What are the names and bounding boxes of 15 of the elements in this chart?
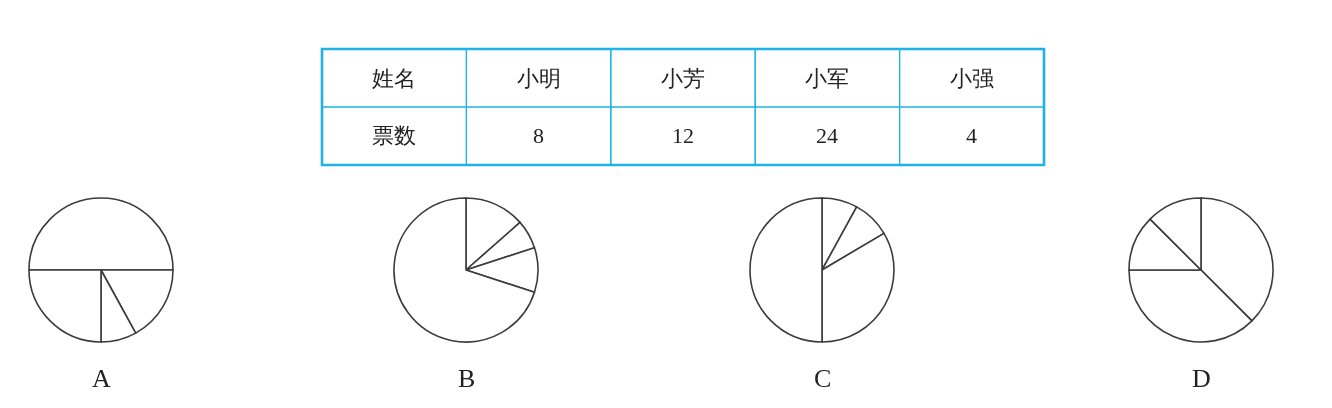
category-label: 小明 [517, 66, 561, 91]
data-label: 12 [672, 123, 694, 148]
pie-slice [393, 197, 536, 343]
text: C [814, 364, 832, 393]
text: 票数 [372, 123, 416, 148]
text: 姓名 [372, 66, 416, 91]
category-label: 小芳 [661, 66, 705, 91]
category-label: 小军 [805, 66, 849, 91]
text: D [1192, 364, 1211, 393]
category-label: 小强 [950, 66, 994, 91]
data-label: 4 [966, 123, 977, 148]
data-label: 8 [533, 123, 544, 148]
text: A [92, 364, 111, 393]
text: B [458, 364, 476, 393]
data-label: 24 [816, 123, 838, 148]
